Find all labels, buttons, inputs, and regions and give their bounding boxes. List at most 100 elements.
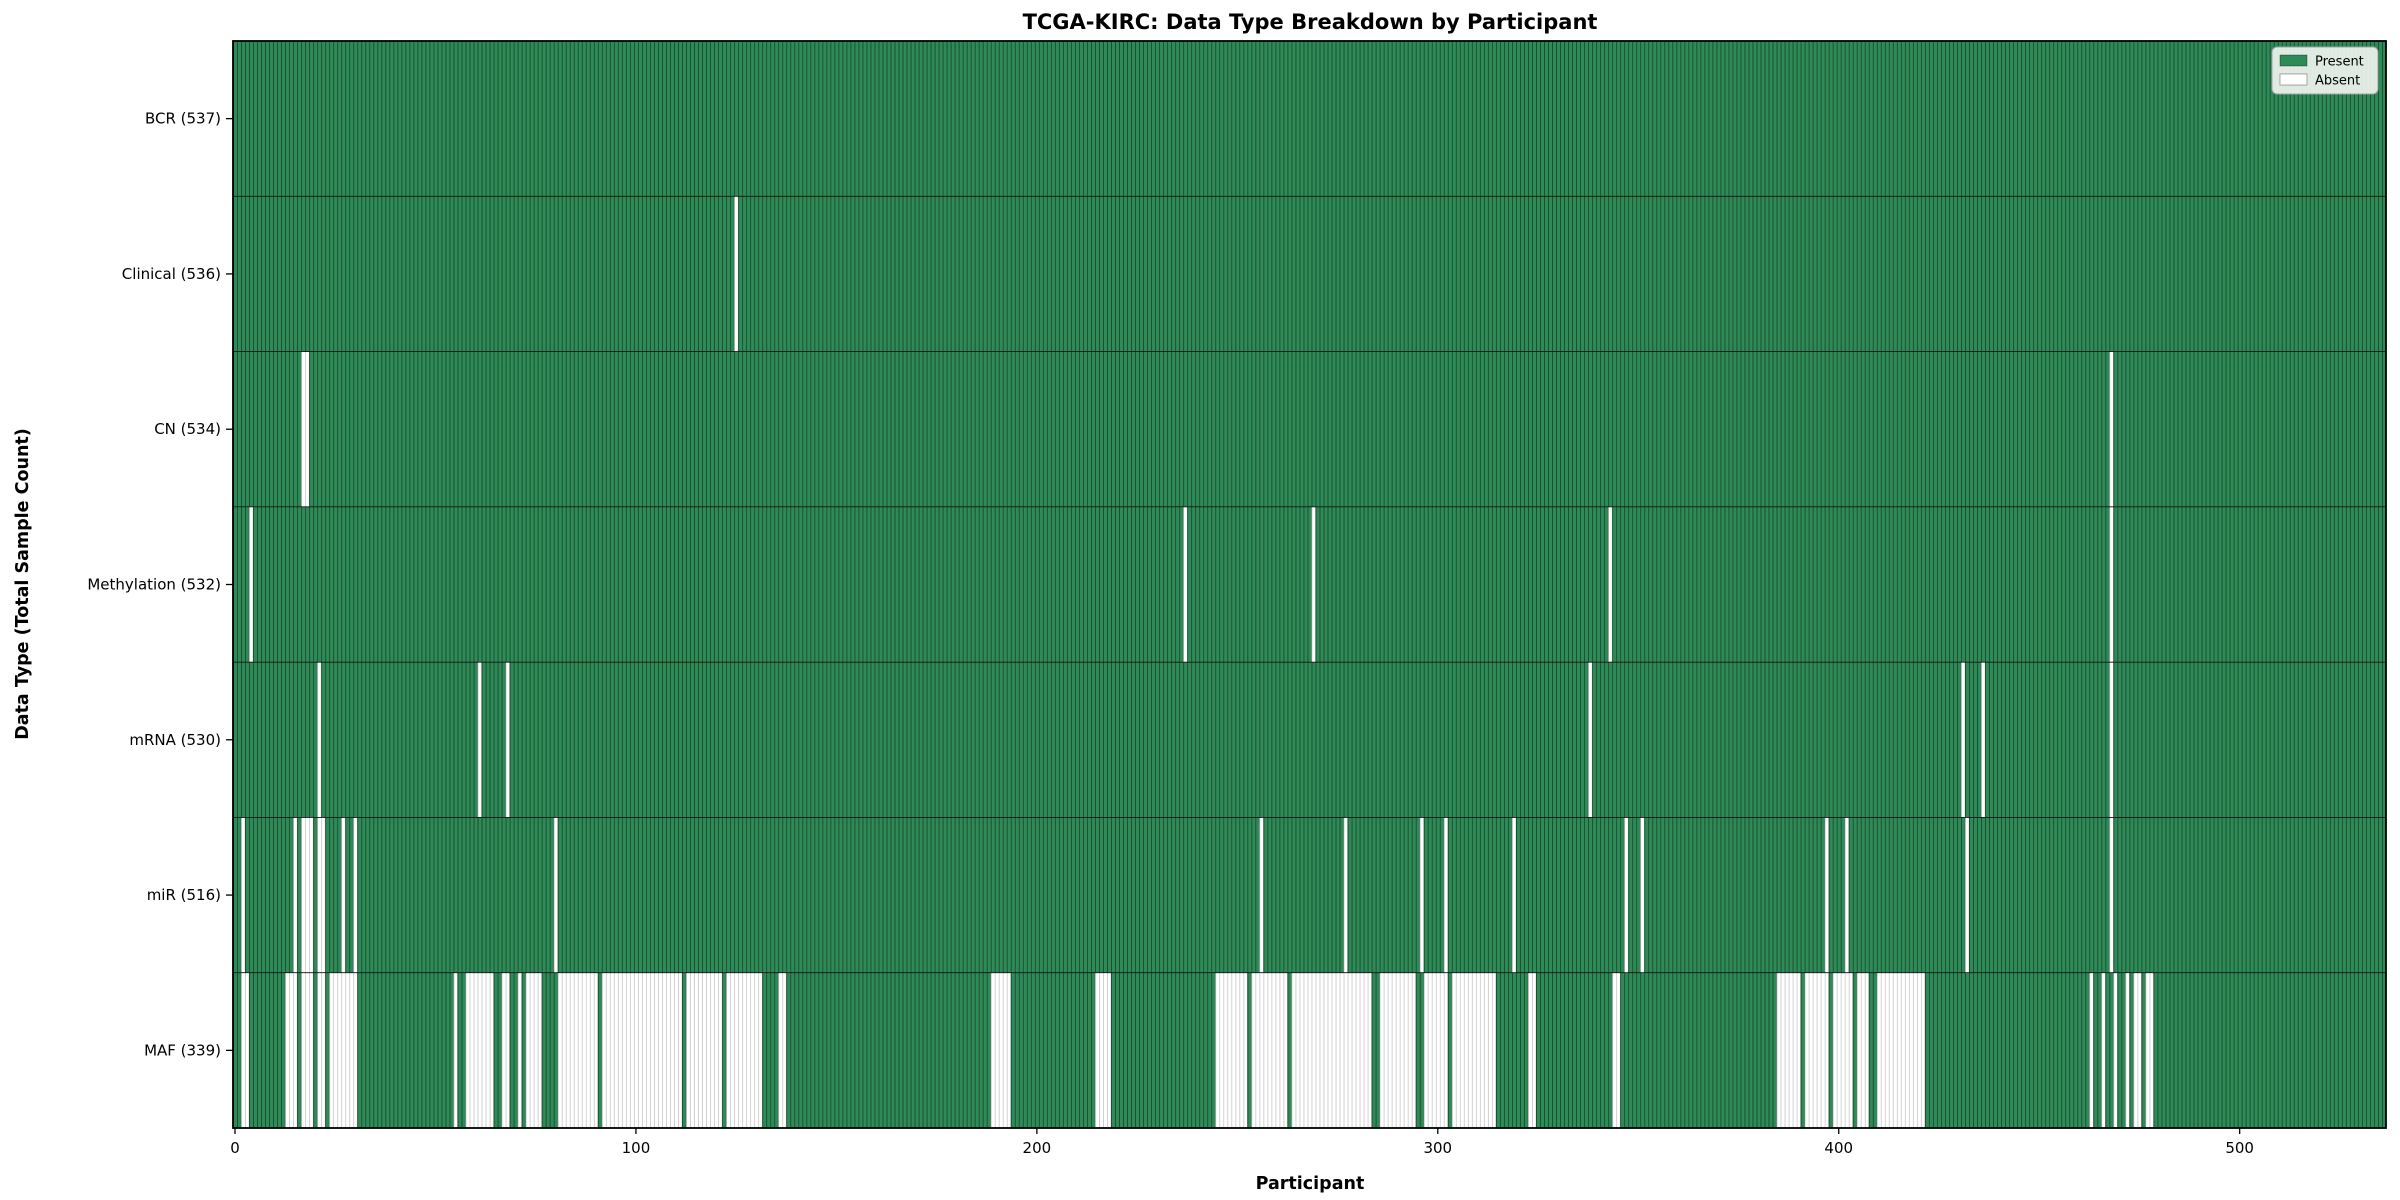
x-tick-label: 200 bbox=[1023, 1139, 1052, 1157]
absent-bar bbox=[1259, 817, 1264, 974]
absent-bar bbox=[1824, 817, 1830, 974]
absent-bar bbox=[2088, 972, 2094, 1129]
absent-bar bbox=[240, 972, 250, 1129]
absent-bar bbox=[1451, 972, 1497, 1129]
row-BCR bbox=[233, 41, 2386, 197]
y-tick-label-mRNA: mRNA (530) bbox=[129, 731, 221, 749]
present-band bbox=[233, 196, 2386, 352]
absent-bar bbox=[1980, 661, 1986, 818]
absent-bar bbox=[525, 972, 543, 1129]
row-miR bbox=[233, 817, 2386, 974]
absent-bar bbox=[1960, 661, 1966, 818]
absent-bar bbox=[1844, 817, 1850, 974]
absent-bar bbox=[725, 972, 763, 1129]
legend-swatch-present bbox=[2279, 54, 2308, 67]
present-band bbox=[233, 41, 2386, 197]
axis-ticks: 0 100 200 300 400 500 BCR (537) Clinical (536) C… bbox=[87, 110, 2254, 1157]
absent-bar bbox=[1291, 972, 1372, 1129]
absent-bar bbox=[1343, 817, 1348, 974]
row-MAF bbox=[233, 972, 2386, 1129]
absent-bar bbox=[1587, 661, 1593, 818]
absent-bar bbox=[685, 972, 723, 1129]
absent-bar bbox=[2109, 817, 2114, 974]
plot-area bbox=[233, 41, 2386, 1129]
present-band bbox=[233, 506, 2386, 663]
present-band bbox=[233, 817, 2386, 973]
absent-bar bbox=[1832, 972, 1854, 1129]
row-Methylation bbox=[233, 506, 2386, 663]
present-band bbox=[233, 662, 2386, 818]
absent-bar bbox=[477, 661, 482, 818]
absent-bar bbox=[1311, 506, 1316, 663]
absent-bar bbox=[505, 661, 510, 818]
row-mRNA bbox=[233, 661, 2386, 818]
absent-bar bbox=[1776, 972, 1801, 1129]
absent-bar bbox=[352, 817, 358, 974]
absent-bar bbox=[316, 972, 326, 1129]
absent-bar bbox=[1639, 817, 1645, 974]
absent-bar bbox=[2109, 351, 2114, 508]
absent-bar bbox=[2125, 972, 2130, 1129]
absent-bar bbox=[1856, 972, 1870, 1129]
absent-bar bbox=[1527, 972, 1537, 1129]
legend-label-absent: Absent bbox=[2315, 74, 2360, 89]
absent-bar bbox=[1182, 506, 1188, 663]
absent-bar bbox=[2100, 972, 2106, 1129]
absent-bar bbox=[1511, 817, 1517, 974]
absent-bar bbox=[316, 661, 322, 818]
absent-bar bbox=[465, 972, 494, 1129]
absent-bar bbox=[240, 817, 246, 974]
y-axis-label: Data Type (Total Sample Count) bbox=[13, 428, 33, 740]
absent-bar bbox=[300, 972, 314, 1129]
absent-bar bbox=[777, 972, 787, 1129]
absent-bar bbox=[316, 817, 326, 974]
absent-bar bbox=[601, 972, 683, 1129]
x-tick-label: 400 bbox=[1824, 1139, 1853, 1157]
absent-bar bbox=[2109, 661, 2114, 818]
x-tick-label: 100 bbox=[622, 1139, 651, 1157]
y-tick-label-CN: CN (534) bbox=[154, 420, 221, 438]
absent-bar bbox=[300, 351, 310, 508]
absent-bar bbox=[990, 972, 1012, 1129]
absent-bar bbox=[1964, 817, 1970, 974]
absent-bar bbox=[284, 972, 298, 1129]
absent-bar bbox=[517, 972, 523, 1129]
x-tick-label: 0 bbox=[230, 1139, 240, 1157]
present-band bbox=[233, 351, 2386, 507]
absent-bar bbox=[1611, 972, 1621, 1129]
legend-swatch-absent bbox=[2279, 73, 2308, 86]
absent-bar bbox=[1876, 972, 1926, 1129]
absent-bar bbox=[557, 972, 599, 1129]
absent-bar bbox=[1251, 972, 1288, 1129]
absent-bar bbox=[1094, 972, 1112, 1129]
absent-bar bbox=[733, 195, 739, 352]
row-Clinical bbox=[233, 195, 2386, 352]
absent-bar bbox=[248, 506, 254, 663]
absent-bar bbox=[300, 817, 314, 974]
absent-bar bbox=[2113, 972, 2118, 1129]
absent-bar bbox=[1804, 972, 1830, 1129]
absent-bar bbox=[1379, 972, 1417, 1129]
y-tick-label-miR: miR (516) bbox=[147, 886, 221, 904]
row-CN bbox=[233, 351, 2386, 508]
y-tick-label-MAF: MAF (339) bbox=[144, 1041, 221, 1059]
legend-label-present: Present bbox=[2315, 55, 2364, 70]
x-tick-label: 500 bbox=[2225, 1139, 2254, 1157]
absent-bar bbox=[2109, 506, 2114, 663]
absent-bar bbox=[1443, 817, 1449, 974]
absent-bar bbox=[501, 972, 510, 1129]
y-tick-label-Methylation: Methylation (532) bbox=[87, 576, 221, 594]
x-tick-label: 300 bbox=[1423, 1139, 1452, 1157]
absent-bar bbox=[340, 817, 346, 974]
absent-bar bbox=[2133, 972, 2142, 1129]
absent-bar bbox=[1607, 506, 1613, 663]
y-tick-label-BCR: BCR (537) bbox=[145, 110, 221, 128]
absent-bar bbox=[328, 972, 358, 1129]
chart-title: TCGA-KIRC: Data Type Breakdown by Partic… bbox=[1023, 10, 1598, 34]
absent-bar bbox=[553, 817, 559, 974]
absent-bar bbox=[292, 817, 298, 974]
absent-bar bbox=[1623, 817, 1629, 974]
y-tick-label-Clinical: Clinical (536) bbox=[122, 265, 221, 283]
